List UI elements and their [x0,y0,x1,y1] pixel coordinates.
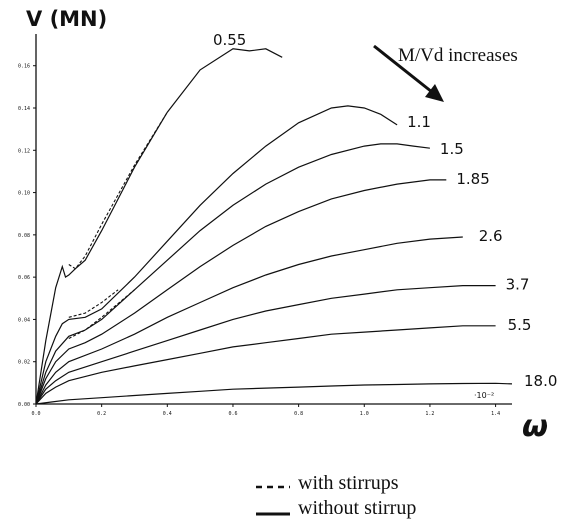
y-tick-label: 0.14 [18,106,30,112]
y-tick-label: 0.02 [18,360,30,366]
series-label-1-5: 1.5 [440,140,464,158]
axes [35,34,512,405]
series-line-2-6-solid [35,236,463,405]
y-tick-label: 0.00 [18,402,30,408]
series-line-1-1-solid [35,105,398,405]
legend-solid-label: without stirrup [298,497,416,519]
annotation: M/Vd increases [373,44,518,102]
series-line-0-55-solid [35,48,283,405]
y-tick-label: 0.10 [18,191,30,197]
y-tick-label: 0.08 [18,233,30,239]
series-line-1-85-solid [35,179,447,405]
x-ticks: 0.0 0.2 0.4 0.6 0.8 1.0 1.2 1.4 [31,404,500,417]
y-ticks: 0.00 0.02 0.04 0.06 0.08 0.10 0.12 0.14 0.16 [18,64,36,408]
x-tick-label: 0.0 [31,411,40,417]
series-label-1-85: 1.85 [456,170,489,188]
legend: with stirrups without stirrup [256,472,416,519]
x-tick-label: 0.2 [97,411,106,417]
series-labels: 0.55 1.1 1.5 1.85 2.6 3.7 5.5 18.0 [213,31,557,390]
x-multiplier-label: ·10⁻² [474,391,494,400]
series-line-1-1-dashed [68,289,119,318]
annotation-text: M/Vd increases [398,45,518,66]
x-tick-label: 1.2 [425,411,434,417]
series-label-5-5: 5.5 [508,316,532,334]
y-axis-title: V (MN) [26,7,107,31]
series-line-3-7-solid [35,285,496,405]
annotation-arrow [373,44,433,94]
x-tick-label: 0.4 [163,411,172,417]
y-tick-label: 0.04 [18,317,30,323]
series-line-18-0-solid [35,382,513,405]
series-line-5-5-solid [35,325,496,405]
legend-dashed-label: with stirrups [298,472,399,494]
series-line-1-5-dashed [68,289,135,339]
series-line-1-5-solid [35,143,430,405]
x-axis-title: ω [522,409,548,444]
annotation-arrowhead [425,84,444,102]
series-label-3-7: 3.7 [506,276,530,294]
series-layer [35,48,513,405]
series-line-0-55-dashed [68,111,168,270]
x-tick-label: 0.8 [294,411,303,417]
series-label-2-6: 2.6 [479,227,503,245]
series-label-0-55: 0.55 [213,31,246,49]
x-tick-label: 1.4 [491,411,500,417]
y-tick-label: 0.16 [18,64,30,70]
x-tick-label: 1.0 [360,411,369,417]
x-tick-label: 0.6 [228,411,237,417]
series-label-1-1: 1.1 [407,113,431,131]
series-label-18-0: 18.0 [524,372,557,390]
y-tick-label: 0.06 [18,275,30,281]
y-tick-label: 0.12 [18,148,30,154]
